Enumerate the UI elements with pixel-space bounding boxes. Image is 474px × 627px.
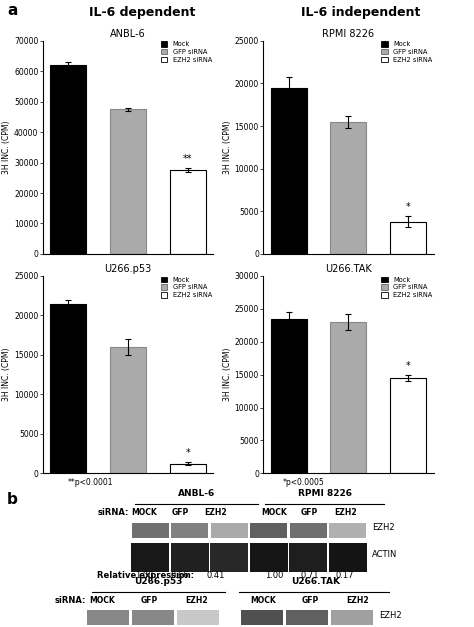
Bar bbox=[390, 378, 426, 473]
Text: EZH2: EZH2 bbox=[346, 596, 369, 604]
Text: 1.00: 1.00 bbox=[265, 571, 283, 580]
Text: MOCK: MOCK bbox=[261, 508, 287, 517]
Text: MOCK: MOCK bbox=[250, 596, 276, 604]
Text: Relative expression:: Relative expression: bbox=[97, 571, 194, 580]
Title: RPMI 8226: RPMI 8226 bbox=[322, 29, 374, 39]
Legend: Mock, GFP siRNA, EZH2 siRNA: Mock, GFP siRNA, EZH2 siRNA bbox=[380, 275, 434, 300]
Bar bbox=[131, 543, 169, 572]
Text: U266.TAK: U266.TAK bbox=[291, 577, 340, 586]
Text: b: b bbox=[7, 492, 18, 507]
Bar bbox=[177, 610, 219, 625]
Text: MOCK: MOCK bbox=[132, 508, 157, 517]
Bar bbox=[210, 522, 247, 539]
Bar bbox=[50, 303, 86, 473]
Bar bbox=[289, 543, 327, 572]
Text: siRNA:: siRNA: bbox=[97, 508, 128, 517]
Bar bbox=[250, 543, 288, 572]
Text: EZH2: EZH2 bbox=[185, 596, 208, 604]
Text: GFP: GFP bbox=[172, 508, 189, 517]
Bar bbox=[390, 221, 426, 254]
Text: GFP: GFP bbox=[141, 596, 158, 604]
Legend: Mock, GFP siRNA, EZH2 siRNA: Mock, GFP siRNA, EZH2 siRNA bbox=[159, 40, 213, 64]
Text: **: ** bbox=[183, 154, 192, 164]
Bar bbox=[328, 543, 367, 572]
Text: EZH2: EZH2 bbox=[379, 611, 402, 620]
Bar bbox=[132, 522, 169, 539]
Bar bbox=[87, 610, 129, 625]
Bar bbox=[271, 88, 307, 254]
Text: EZH2: EZH2 bbox=[204, 508, 227, 517]
Text: *p<0.0005: *p<0.0005 bbox=[283, 478, 324, 487]
Y-axis label: 3H INC. (CPM): 3H INC. (CPM) bbox=[2, 120, 11, 174]
Y-axis label: 3H INC. (CPM): 3H INC. (CPM) bbox=[223, 120, 232, 174]
Title: ANBL-6: ANBL-6 bbox=[110, 29, 146, 39]
Bar bbox=[210, 543, 248, 572]
Title: U266.p53: U266.p53 bbox=[104, 264, 152, 274]
Text: EZH2: EZH2 bbox=[334, 508, 356, 517]
Y-axis label: 3H INC. (CPM): 3H INC. (CPM) bbox=[2, 348, 11, 401]
Bar bbox=[271, 319, 307, 473]
Text: 0.71: 0.71 bbox=[300, 571, 319, 580]
Text: a: a bbox=[7, 3, 18, 18]
Bar bbox=[290, 522, 327, 539]
Bar bbox=[171, 543, 209, 572]
Bar bbox=[110, 109, 146, 254]
Text: MOCK: MOCK bbox=[89, 596, 115, 604]
Text: *: * bbox=[406, 202, 410, 212]
Bar bbox=[171, 522, 208, 539]
Text: IL-6 independent: IL-6 independent bbox=[301, 6, 420, 19]
Bar bbox=[110, 347, 146, 473]
Bar bbox=[170, 464, 206, 473]
Text: GFP: GFP bbox=[302, 596, 319, 604]
Title: U266.TAK: U266.TAK bbox=[325, 264, 372, 274]
Text: ACTIN: ACTIN bbox=[372, 551, 398, 559]
Bar bbox=[329, 522, 366, 539]
Text: IL-6 dependent: IL-6 dependent bbox=[89, 6, 195, 19]
Bar bbox=[241, 610, 283, 625]
Legend: Mock, GFP siRNA, EZH2 siRNA: Mock, GFP siRNA, EZH2 siRNA bbox=[380, 40, 434, 64]
Bar bbox=[170, 170, 206, 254]
Bar bbox=[50, 65, 86, 254]
Bar bbox=[330, 322, 366, 473]
Text: 0.66: 0.66 bbox=[171, 571, 190, 580]
Text: GFP: GFP bbox=[301, 508, 318, 517]
Text: EZH2: EZH2 bbox=[372, 524, 395, 532]
Bar bbox=[250, 522, 287, 539]
Legend: Mock, GFP siRNA, EZH2 siRNA: Mock, GFP siRNA, EZH2 siRNA bbox=[159, 275, 213, 300]
Y-axis label: 3H INC. (CPM): 3H INC. (CPM) bbox=[223, 348, 232, 401]
Text: ANBL-6: ANBL-6 bbox=[178, 490, 215, 498]
Bar bbox=[132, 610, 174, 625]
Text: 0.17: 0.17 bbox=[336, 571, 355, 580]
Bar bbox=[330, 122, 366, 254]
Text: U266.p53: U266.p53 bbox=[135, 577, 183, 586]
Bar bbox=[286, 610, 328, 625]
Text: *: * bbox=[185, 448, 190, 458]
Text: siRNA:: siRNA: bbox=[55, 596, 86, 604]
Text: 0.41: 0.41 bbox=[207, 571, 225, 580]
Text: RPMI 8226: RPMI 8226 bbox=[298, 490, 352, 498]
Text: *: * bbox=[406, 361, 410, 371]
Text: 1.00: 1.00 bbox=[136, 571, 154, 580]
Text: **p<0.0001: **p<0.0001 bbox=[67, 478, 113, 487]
Bar bbox=[331, 610, 373, 625]
